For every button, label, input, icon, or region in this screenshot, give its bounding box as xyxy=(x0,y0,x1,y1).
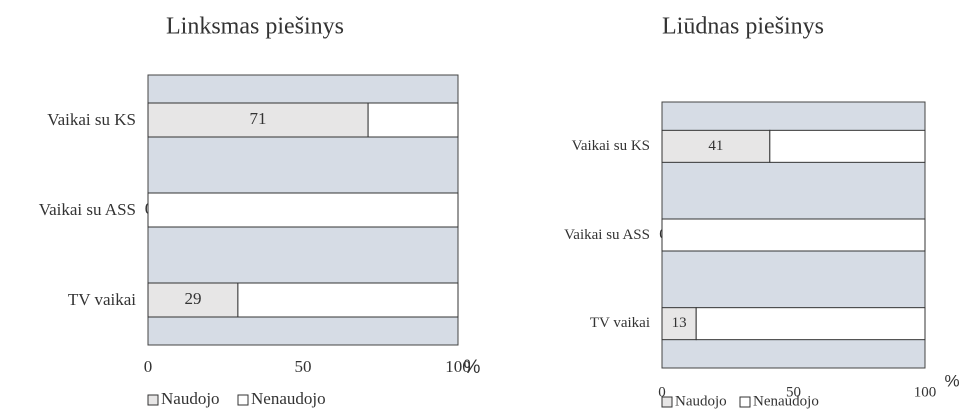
x-tick-label: 0 xyxy=(144,357,153,376)
x-axis-label: % xyxy=(944,371,959,390)
y-tick-label: TV vaikai xyxy=(555,294,650,354)
bar-segment xyxy=(769,129,926,163)
category-text: Vaikai su KS xyxy=(571,137,650,154)
bar-segment xyxy=(147,192,459,228)
data-label: 41 xyxy=(708,138,723,154)
category-text: Vaikai su ASS xyxy=(564,226,650,243)
legend-swatch xyxy=(739,396,751,408)
data-label: 29 xyxy=(184,289,201,308)
category-text: TV vaikai xyxy=(67,290,136,310)
x-tick-label: 100 xyxy=(445,357,471,376)
y-tick-label: Vaikai su KS xyxy=(26,90,136,150)
chart-title: Linksmas piešinys xyxy=(166,14,344,40)
bar-segment xyxy=(367,102,459,138)
legend-swatch xyxy=(661,396,673,408)
x-axis-label: % xyxy=(464,357,481,378)
y-tick-label: Vaikai su KS xyxy=(555,116,650,176)
legend-swatch xyxy=(237,394,249,406)
x-tick-label: 100 xyxy=(914,384,937,400)
category-text: Vaikai su KS xyxy=(47,110,136,130)
y-tick-label: Vaikai su ASS xyxy=(26,180,136,240)
x-tick-label: 0 xyxy=(658,384,666,400)
legend-label: Naudojo xyxy=(675,393,727,409)
data-label: 71 xyxy=(250,109,267,128)
bar-segment xyxy=(237,282,459,318)
legend-swatch xyxy=(147,394,159,406)
data-label: 13 xyxy=(672,315,687,331)
y-tick-label: TV vaikai xyxy=(26,270,136,330)
x-tick-label: 50 xyxy=(786,384,801,400)
bar-segment xyxy=(661,218,926,252)
legend-label: Nenaudojo xyxy=(251,389,326,408)
legend-label: Naudojo xyxy=(161,389,220,408)
category-text: Vaikai su ASS xyxy=(38,200,136,220)
chart-title: Liūdnas piešinys xyxy=(662,14,824,40)
y-tick-label: Vaikai su ASS xyxy=(555,205,650,265)
category-text: TV vaikai xyxy=(589,315,650,332)
x-tick-label: 50 xyxy=(295,357,312,376)
bar-segment xyxy=(147,102,369,138)
bar-segment xyxy=(695,307,926,341)
legend-label: Nenaudojo xyxy=(753,393,819,409)
bar-segment xyxy=(661,307,697,341)
